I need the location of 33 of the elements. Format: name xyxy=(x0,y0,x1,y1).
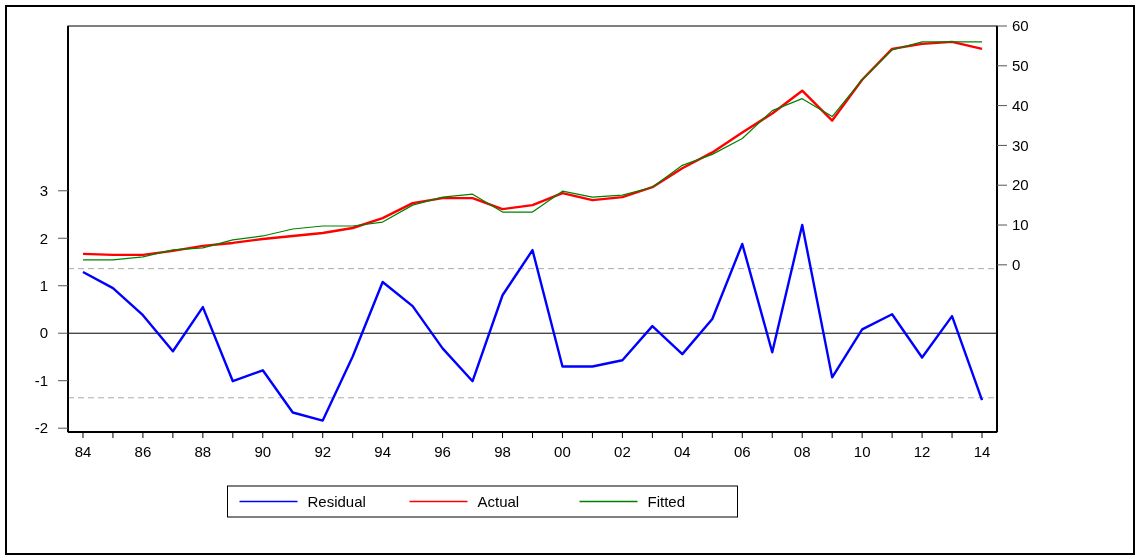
y2-tick-label: 40 xyxy=(1012,96,1029,114)
x-tick-label: 10 xyxy=(853,443,871,460)
y2-tick-label: 20 xyxy=(1012,176,1029,194)
legend-label: Actual xyxy=(477,492,520,510)
x-tick-label: 90 xyxy=(254,443,272,460)
x-tick-label: 84 xyxy=(74,443,92,460)
x-tick-label: 88 xyxy=(194,443,212,460)
x-tick-label: 06 xyxy=(733,443,751,460)
y-tick-label: -2 xyxy=(34,419,48,437)
y-tick-label: -1 xyxy=(34,371,48,389)
y2-tick-label: 0 xyxy=(1012,256,1021,274)
legend-label: Residual xyxy=(307,492,366,510)
x-tick-label: 92 xyxy=(314,443,332,460)
x-tick-label: 94 xyxy=(374,443,392,460)
y2-tick-label: 30 xyxy=(1012,136,1029,154)
x-tick-label: 12 xyxy=(913,443,931,460)
x-tick-label: 08 xyxy=(793,443,811,460)
x-tick-label: 14 xyxy=(973,443,991,460)
y-tick-label: 1 xyxy=(39,277,48,294)
y2-tick-label: 10 xyxy=(1012,216,1029,234)
x-tick-label: 04 xyxy=(673,443,691,460)
x-tick-label: 86 xyxy=(134,443,152,460)
line-series xyxy=(81,223,984,422)
x-tick-label: 02 xyxy=(614,443,631,460)
x-tick-label: 00 xyxy=(554,443,571,460)
x-tick-label: 98 xyxy=(494,443,511,460)
y-tick-label: 0 xyxy=(39,324,48,342)
x-tick-label: 96 xyxy=(434,443,451,460)
y2-tick-label: 60 xyxy=(1012,17,1029,35)
legend-label: Fitted xyxy=(647,492,686,510)
y-tick-label: 3 xyxy=(39,182,48,200)
y-tick-label: 2 xyxy=(39,229,48,247)
y2-tick-label: 50 xyxy=(1012,57,1029,75)
